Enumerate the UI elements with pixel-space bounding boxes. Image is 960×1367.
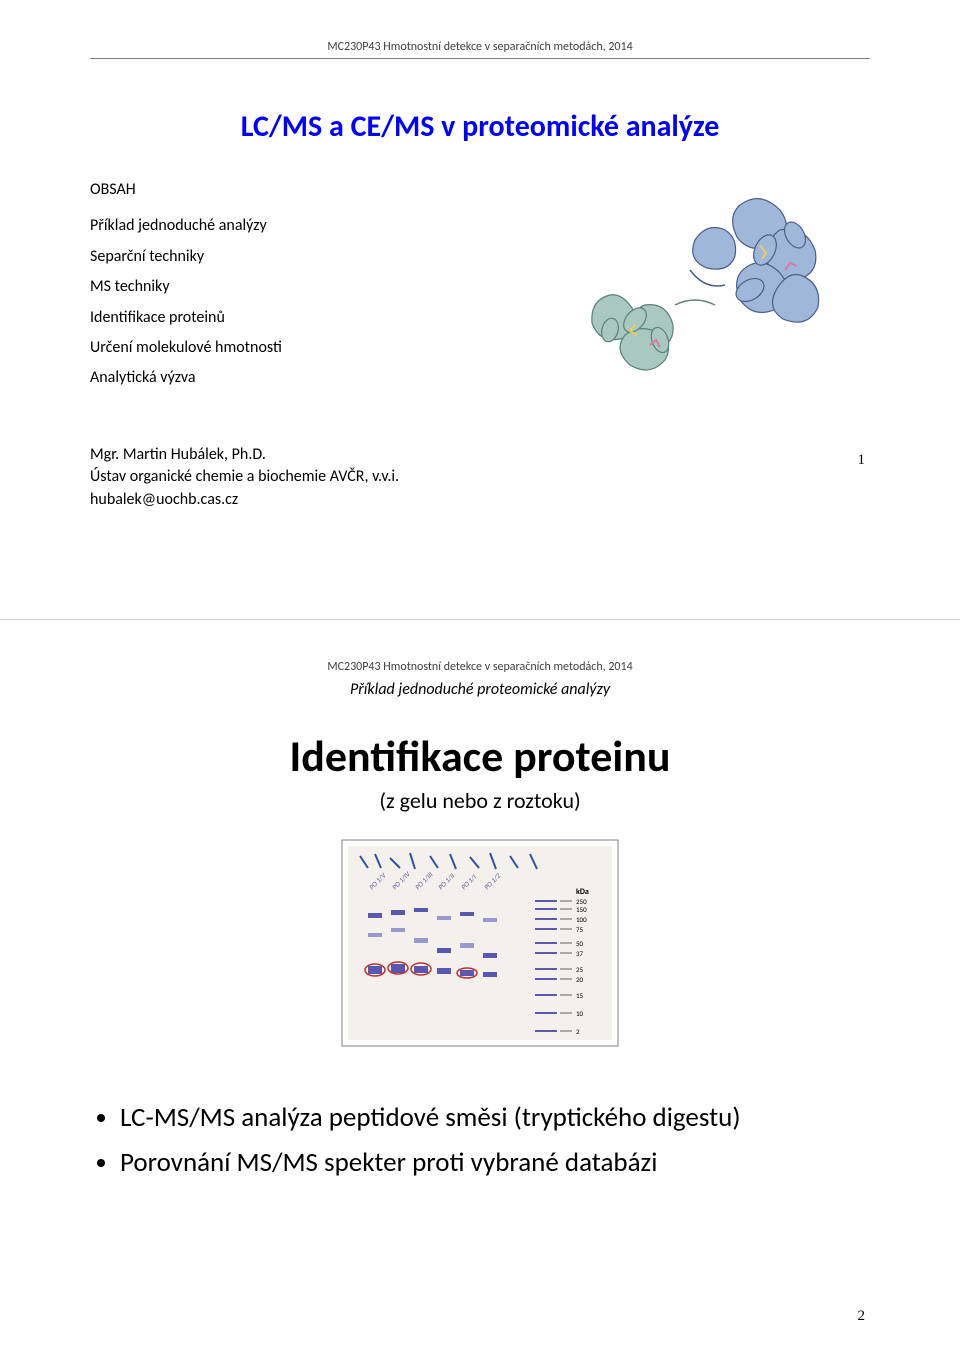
outline-item: Příklad jednoduché analýzy xyxy=(90,211,520,241)
author-email: hubalek@uochb.cas.cz xyxy=(90,489,870,511)
outline-item: MS techniky xyxy=(90,272,520,302)
ladder-mark: 20 xyxy=(576,975,584,984)
ladder-mark: 75 xyxy=(576,925,584,934)
course-header: MC230P43 Hmotnostní detekce v separačníc… xyxy=(90,660,870,674)
slide2-subheader: Příklad jednoduché proteomické analýzy xyxy=(90,680,870,699)
slide1-content-row: OBSAH Příklad jednoduché analýzy Separčn… xyxy=(90,175,870,394)
outline-block: OBSAH Příklad jednoduché analýzy Separčn… xyxy=(90,175,520,394)
slide2-subtitle: (z gelu nebo z roztoku) xyxy=(90,787,870,814)
ladder-mark: 100 xyxy=(576,915,587,924)
outline-item: Analytická výzva xyxy=(90,363,520,393)
outline-item: Separční techniky xyxy=(90,242,520,272)
protein-cluster-teal xyxy=(592,295,673,370)
page-number: 2 xyxy=(858,1308,866,1325)
ladder-mark: 2 xyxy=(576,1027,580,1036)
outline-item: Určení molekulové hmotnosti xyxy=(90,333,520,363)
slide2-bullet-list: LC-MS/MS analýza peptidové směsi (trypti… xyxy=(90,1098,870,1182)
author-affiliation: Ústav organické chemie a biochemie AVČR,… xyxy=(90,466,870,488)
gel-electrophoresis-figure: PO 1/V PO 1/IV PO 1/III PO 1/II PO 1/I P… xyxy=(340,838,620,1048)
bullet-item: LC-MS/MS analýza peptidové směsi (trypti… xyxy=(120,1098,870,1137)
protein-structure-illustration xyxy=(550,175,870,385)
outline-item: Identifikace proteinů xyxy=(90,303,520,333)
course-header: MC230P43 Hmotnostní detekce v separačníc… xyxy=(90,40,870,59)
ladder-mark: 25 xyxy=(576,965,584,974)
outline-heading: OBSAH xyxy=(90,175,520,205)
ladder-mark: 50 xyxy=(576,939,584,948)
bullet-item: Porovnání MS/MS spekter proti vybrané da… xyxy=(120,1143,870,1182)
ladder-mark: 10 xyxy=(576,1009,584,1018)
slide2-title: Identifikace proteinu xyxy=(90,729,870,783)
author-block: Mgr. Martin Hubálek, Ph.D. Ústav organic… xyxy=(90,444,870,511)
ladder-mark: 37 xyxy=(576,949,584,958)
slide1-title: LC/MS a CE/MS v proteomické analýze xyxy=(90,109,870,145)
author-name: Mgr. Martin Hubálek, Ph.D. xyxy=(90,444,870,466)
ladder-unit: kDa xyxy=(576,887,589,897)
slide-1: MC230P43 Hmotnostní detekce v separačníc… xyxy=(0,0,960,620)
ladder-mark: 15 xyxy=(576,991,584,1000)
ladder-mark: 150 xyxy=(576,905,587,914)
page-number: 1 xyxy=(858,452,866,469)
slide-2: MC230P43 Hmotnostní detekce v separačníc… xyxy=(0,620,960,1367)
